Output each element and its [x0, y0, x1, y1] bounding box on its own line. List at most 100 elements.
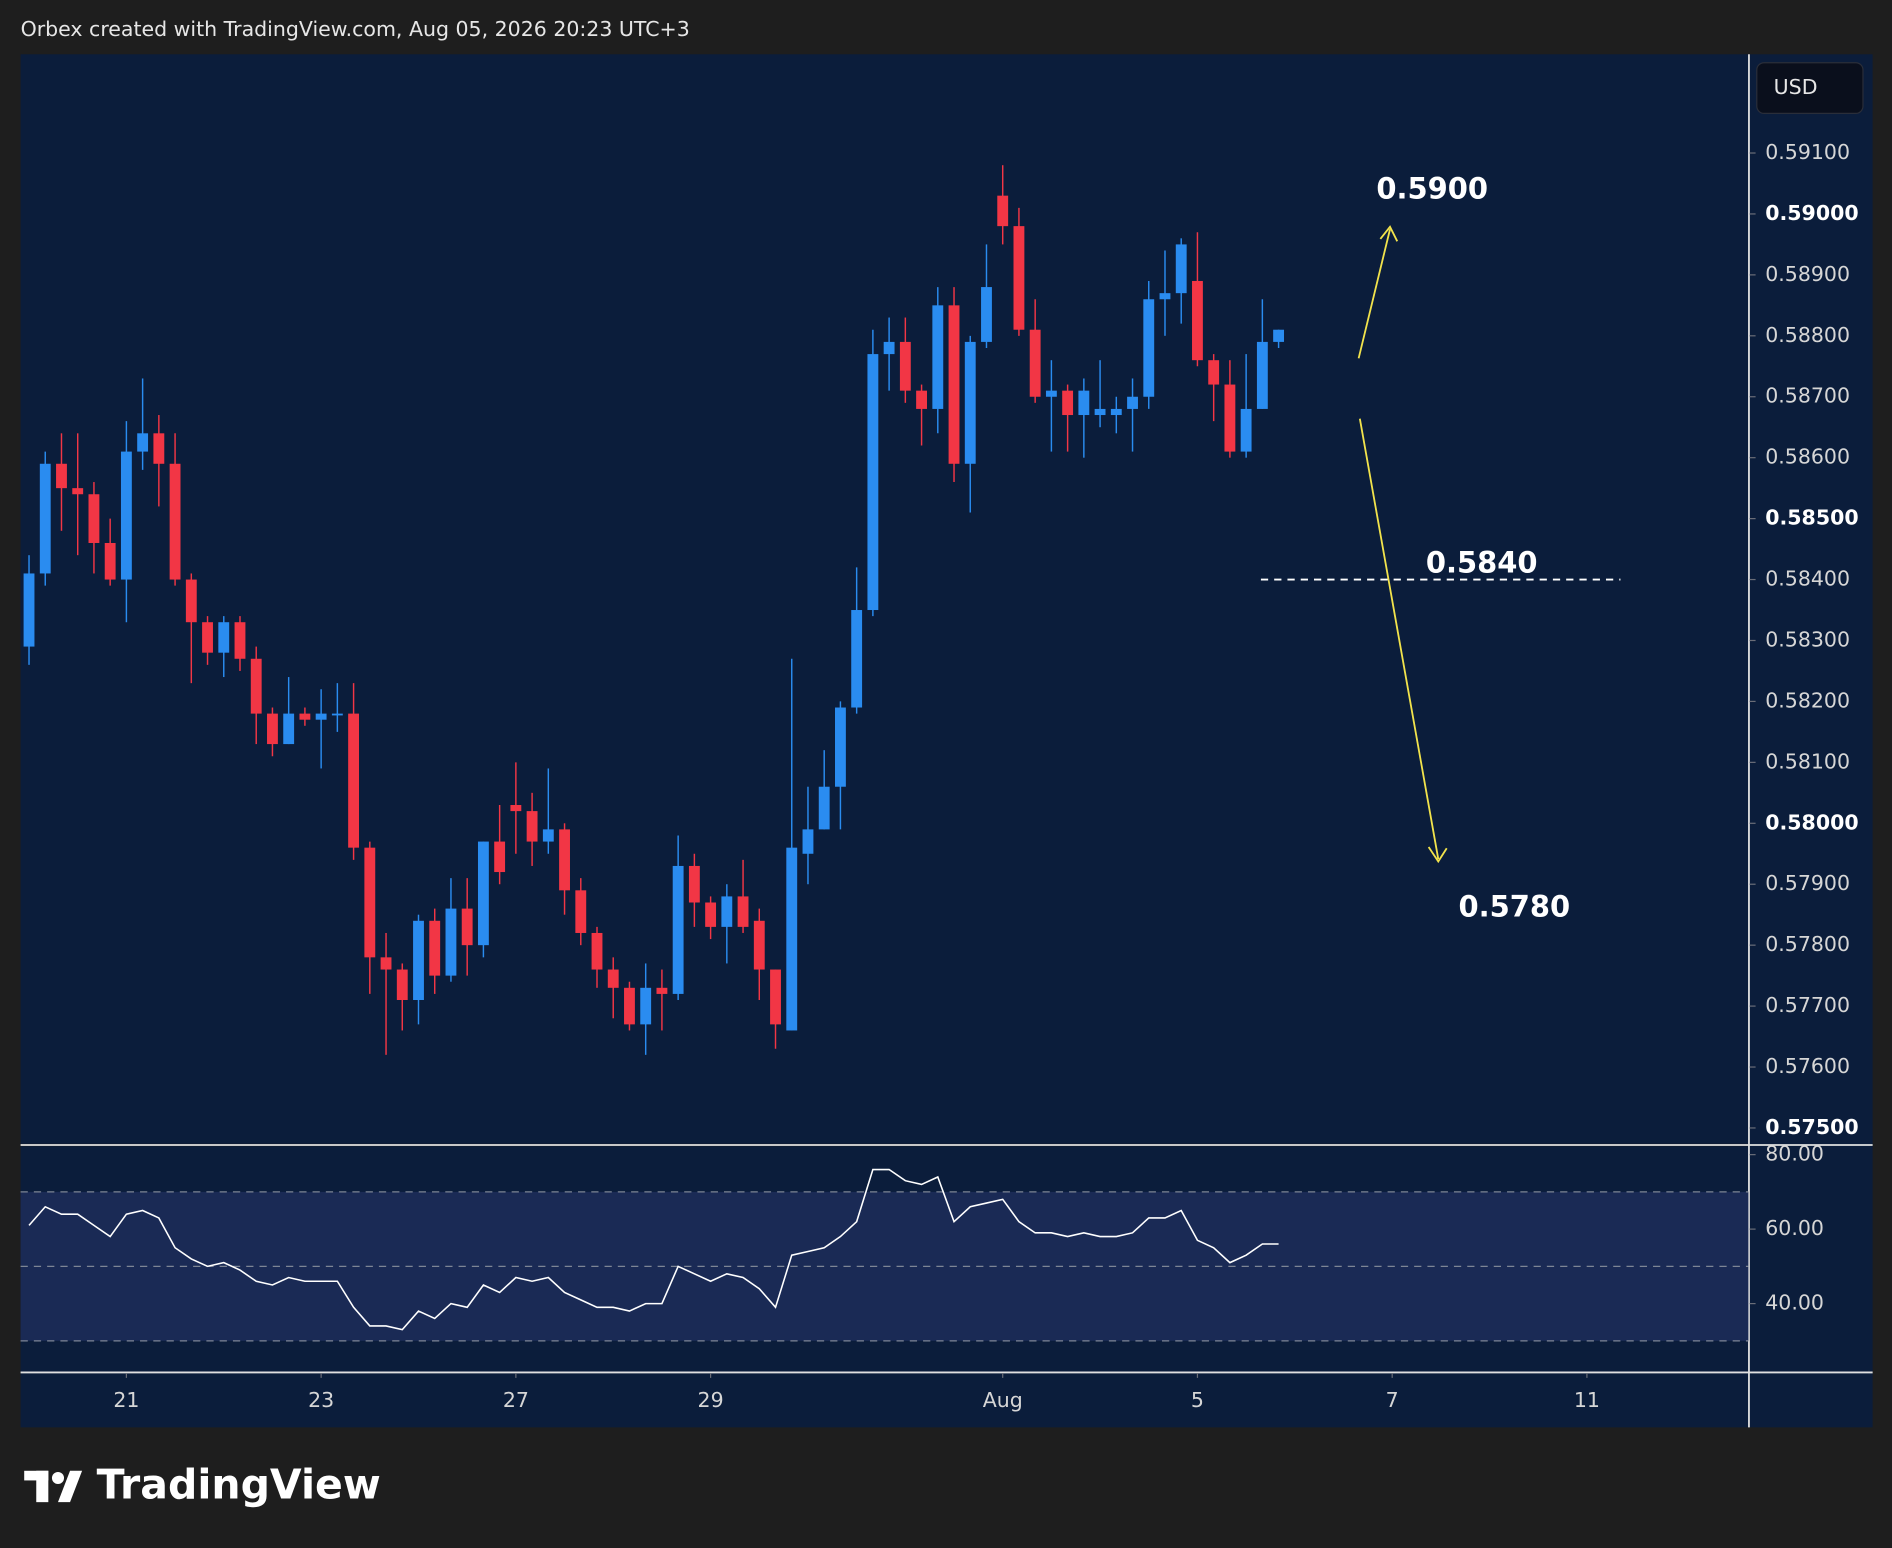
- candle-body: [364, 847, 376, 958]
- candle-body: [1240, 408, 1252, 452]
- annotation: 0.5780: [1458, 890, 1570, 924]
- candle-body: [510, 805, 522, 812]
- candle-body: [153, 433, 165, 464]
- x-tick-label: Aug: [983, 1388, 1023, 1412]
- candle-body: [1013, 226, 1025, 330]
- annotation: 0.5900: [1376, 172, 1488, 206]
- time-axis: [20, 1373, 1749, 1428]
- x-tick-label: 29: [698, 1388, 724, 1412]
- candle-body: [948, 305, 960, 464]
- y-tick-label: 0.57800: [1765, 932, 1850, 956]
- currency-button[interactable]: [1756, 62, 1864, 115]
- candle-body: [1273, 329, 1285, 342]
- x-tick-label: 21: [113, 1388, 139, 1412]
- rsi-tick-label: 40.00: [1765, 1291, 1824, 1315]
- candle-body: [1110, 408, 1122, 416]
- y-tick-label: 0.58700: [1765, 384, 1850, 408]
- y-tick-label: 0.58300: [1765, 627, 1850, 651]
- annotation: 0.5840: [1426, 546, 1538, 580]
- candle-body: [1224, 384, 1236, 452]
- candle-body: [445, 908, 457, 976]
- candle-body: [981, 287, 992, 342]
- y-tick-label: 0.58100: [1765, 749, 1850, 773]
- candle-body: [786, 847, 798, 1031]
- candle-body: [348, 713, 360, 848]
- candle-body: [88, 494, 100, 543]
- candle-body: [1256, 341, 1268, 409]
- candle-body: [494, 841, 506, 873]
- candle-body: [753, 920, 765, 970]
- y-tick-label: 0.59100: [1765, 140, 1850, 164]
- candle-body: [1094, 408, 1106, 416]
- currency-label[interactable]: USD: [1774, 75, 1818, 99]
- x-tick-label: 27: [503, 1388, 529, 1412]
- candle-body: [202, 622, 213, 653]
- candle-body: [185, 579, 197, 623]
- price-axis: [1749, 54, 1873, 1428]
- candle-body: [1045, 390, 1057, 397]
- arrow-head: [1427, 846, 1448, 864]
- candle-body: [542, 829, 554, 842]
- candle-body: [299, 713, 311, 720]
- logo: TradingView: [24, 1461, 381, 1509]
- candle-body: [526, 811, 538, 842]
- candle-body: [137, 433, 149, 452]
- candle-body: [461, 908, 473, 946]
- candle-body: [899, 341, 911, 391]
- candle-body: [640, 987, 652, 1025]
- candle-body: [39, 463, 51, 574]
- candle-body: [559, 829, 570, 891]
- header: Orbex created with TradingView.com, Aug …: [21, 17, 690, 41]
- y-tick-label: 0.58400: [1765, 567, 1850, 591]
- candle-body: [688, 865, 700, 903]
- logo-icon: [36, 1470, 49, 1503]
- arrow-down: [1358, 418, 1440, 860]
- rsi-tick-label: 80.00: [1765, 1142, 1824, 1166]
- candle-body: [656, 987, 668, 994]
- candle-body: [23, 573, 35, 647]
- arrows: [1357, 225, 1448, 864]
- candle-body: [932, 305, 944, 409]
- candle-body: [315, 713, 327, 720]
- candle-body: [964, 341, 976, 464]
- candle-body: [1143, 299, 1155, 397]
- candle-body: [867, 354, 879, 611]
- candle-body: [120, 451, 132, 580]
- candle-body: [818, 786, 830, 830]
- candle-body: [1029, 329, 1041, 397]
- candle-body: [380, 957, 392, 970]
- candles: [23, 165, 1285, 1055]
- candle-body: [429, 920, 441, 976]
- candle-body: [104, 542, 116, 580]
- y-tick-label: 0.57900: [1765, 871, 1850, 895]
- candle-body: [1208, 360, 1220, 385]
- candle-body: [1159, 293, 1171, 300]
- candle-body: [575, 890, 587, 933]
- candle-body: [1127, 396, 1138, 409]
- y-tick-label: 0.58600: [1765, 445, 1850, 469]
- x-tick-label: 5: [1191, 1388, 1204, 1412]
- y-tick-label: 0.58500: [1765, 506, 1858, 530]
- logo-icon: [57, 1470, 83, 1503]
- candle-body: [1175, 244, 1187, 294]
- rsi-tick-label: 60.00: [1765, 1216, 1824, 1240]
- candle-body: [737, 896, 749, 927]
- logo-icon: [51, 1471, 65, 1485]
- candle-body: [607, 969, 619, 988]
- candle-body: [997, 195, 1009, 227]
- candle-body: [851, 610, 863, 708]
- candle-body: [250, 658, 262, 714]
- candle-body: [705, 902, 717, 927]
- y-tick-label: 0.58900: [1765, 262, 1850, 286]
- y-tick-label: 0.58200: [1765, 688, 1850, 712]
- candle-body: [396, 969, 408, 1001]
- candle-body: [721, 896, 733, 927]
- candle-body: [916, 390, 927, 409]
- candle-body: [1192, 280, 1203, 361]
- candle-body: [72, 488, 84, 495]
- y-tick-label: 0.57600: [1765, 1054, 1850, 1078]
- candle-body: [591, 932, 603, 970]
- candle-body: [283, 713, 295, 745]
